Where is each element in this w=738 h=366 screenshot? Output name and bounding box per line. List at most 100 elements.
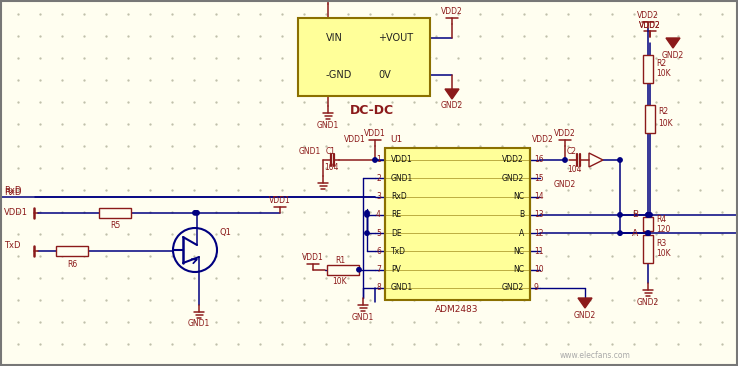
Text: 16: 16 [534, 156, 544, 164]
Text: +VOUT: +VOUT [378, 33, 413, 43]
Text: GND1: GND1 [352, 313, 374, 321]
Bar [56, 246, 88, 257]
Polygon shape [666, 38, 680, 48]
Text: TxD: TxD [391, 247, 406, 256]
Circle shape [193, 211, 197, 215]
Bar [643, 55, 653, 83]
Text: VDD2: VDD2 [441, 7, 463, 16]
Bar [645, 105, 655, 133]
Circle shape [365, 211, 369, 215]
Text: A: A [519, 229, 524, 238]
Circle shape [618, 213, 622, 217]
Text: Q1: Q1 [219, 228, 231, 238]
Bar [385, 148, 530, 300]
Text: ADM2483: ADM2483 [435, 306, 479, 314]
Text: GND1: GND1 [391, 174, 413, 183]
Text: 3: 3 [376, 192, 381, 201]
Text: 10: 10 [534, 265, 544, 274]
Text: C1: C1 [326, 146, 336, 156]
Text: VDD2: VDD2 [639, 20, 661, 30]
Text: 13: 13 [534, 210, 544, 219]
Circle shape [356, 268, 361, 272]
Text: 10K: 10K [656, 68, 671, 78]
Text: 10K: 10K [333, 277, 348, 286]
Circle shape [646, 231, 650, 235]
Text: VDD1: VDD1 [4, 208, 28, 217]
Text: 11: 11 [534, 247, 543, 256]
Text: R5: R5 [110, 221, 120, 230]
Text: VDD1: VDD1 [391, 156, 413, 164]
Text: 15: 15 [534, 174, 544, 183]
Text: 12: 12 [534, 229, 543, 238]
Text: GND1: GND1 [299, 146, 321, 156]
Text: 9: 9 [534, 284, 539, 292]
Text: GND2: GND2 [502, 284, 524, 292]
Text: 104: 104 [567, 164, 582, 173]
Polygon shape [445, 89, 459, 99]
Text: VDD2: VDD2 [503, 156, 524, 164]
Bar [327, 265, 359, 275]
Text: GND2: GND2 [554, 180, 576, 189]
Text: 1: 1 [376, 156, 381, 164]
Text: R6: R6 [67, 260, 77, 269]
Text: 6: 6 [376, 247, 381, 256]
Text: RxD: RxD [4, 186, 21, 195]
Text: R2: R2 [658, 108, 668, 116]
Text: VDD1: VDD1 [344, 135, 366, 145]
Circle shape [195, 211, 199, 215]
Text: R3: R3 [656, 239, 666, 248]
Text: RxD: RxD [4, 187, 21, 197]
Text: RxD: RxD [391, 192, 407, 201]
Text: B: B [519, 210, 524, 219]
Text: DC-DC: DC-DC [350, 104, 394, 116]
Text: VDD1: VDD1 [269, 196, 291, 205]
Circle shape [646, 213, 650, 217]
Circle shape [365, 231, 369, 235]
Text: 120: 120 [656, 224, 670, 234]
Text: TxD: TxD [4, 241, 21, 250]
Circle shape [618, 158, 622, 162]
Text: 2: 2 [376, 174, 381, 183]
Circle shape [646, 213, 650, 217]
Text: DE: DE [391, 229, 401, 238]
Text: VDD1: VDD1 [302, 253, 324, 262]
Text: VDD2: VDD2 [532, 135, 554, 145]
Text: 4: 4 [376, 210, 381, 219]
Text: VIN: VIN [326, 33, 343, 43]
Text: NC: NC [513, 192, 524, 201]
Text: 7: 7 [376, 265, 381, 274]
Circle shape [365, 213, 369, 217]
Text: VDD1: VDD1 [364, 130, 386, 138]
Text: 10K: 10K [656, 249, 671, 258]
Text: B: B [632, 210, 638, 219]
Text: NC: NC [513, 265, 524, 274]
Text: GND2: GND2 [502, 174, 524, 183]
Text: GND2: GND2 [441, 101, 463, 111]
Text: GND1: GND1 [188, 320, 210, 329]
Circle shape [373, 158, 377, 162]
Text: GND2: GND2 [574, 310, 596, 320]
Circle shape [648, 213, 652, 217]
Circle shape [618, 231, 622, 235]
Bar [298, 18, 430, 96]
Text: GND1: GND1 [391, 284, 413, 292]
Circle shape [646, 231, 650, 235]
Text: 14: 14 [534, 192, 544, 201]
Text: A: A [632, 229, 638, 238]
Text: C2: C2 [567, 146, 577, 156]
Text: R2: R2 [656, 59, 666, 67]
Text: GND2: GND2 [637, 298, 659, 307]
Circle shape [563, 158, 568, 162]
Text: NC: NC [513, 247, 524, 256]
Text: 0V: 0V [378, 70, 390, 80]
Text: -GND: -GND [326, 70, 352, 80]
Text: GND1: GND1 [317, 120, 339, 130]
Text: VDD2: VDD2 [639, 20, 661, 30]
Text: 5: 5 [376, 229, 381, 238]
Text: www.elecfans.com: www.elecfans.com [559, 351, 630, 359]
Bar [99, 208, 131, 218]
Text: 10K: 10K [658, 119, 672, 127]
Text: GND2: GND2 [662, 51, 684, 60]
Text: 8: 8 [376, 284, 381, 292]
Text: PV: PV [391, 265, 401, 274]
